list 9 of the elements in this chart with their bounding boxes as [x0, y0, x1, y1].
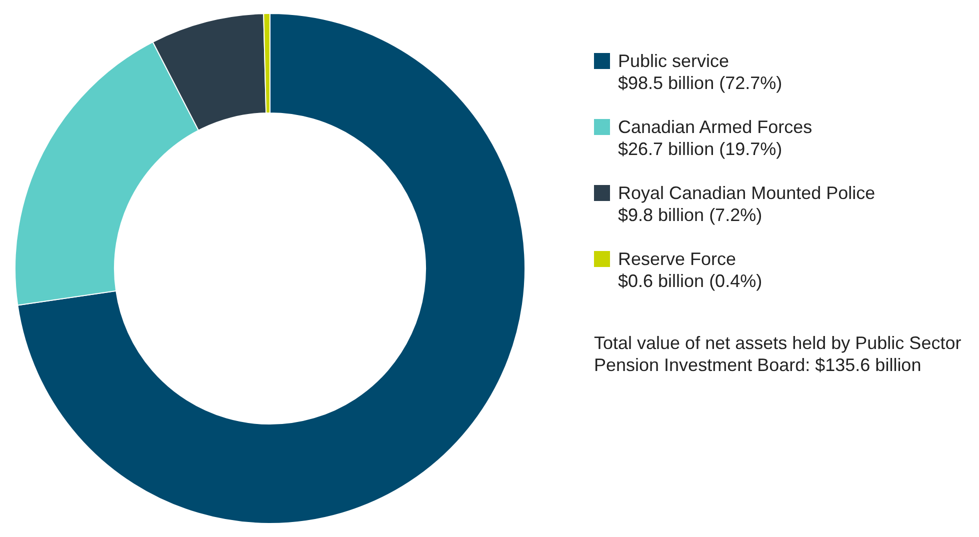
legend-label: Canadian Armed Forces [618, 116, 812, 138]
data-label: $26.7 billion (19.7%) [618, 138, 784, 160]
data-label: $0.6 billion (0.4%) [618, 270, 762, 292]
legend-label: Royal Canadian Mounted Police [618, 182, 876, 204]
data-label: $98.5 billion (72.7%) [618, 72, 782, 94]
data-label: $9.8 billion (7.2%) [618, 204, 764, 226]
legend-label: Public service [618, 50, 730, 72]
text: Total value of net assets held by Public Sector Pension Investment Board: $135.6 billion [594, 332, 962, 376]
legend-label: Reserve Force [618, 248, 738, 270]
